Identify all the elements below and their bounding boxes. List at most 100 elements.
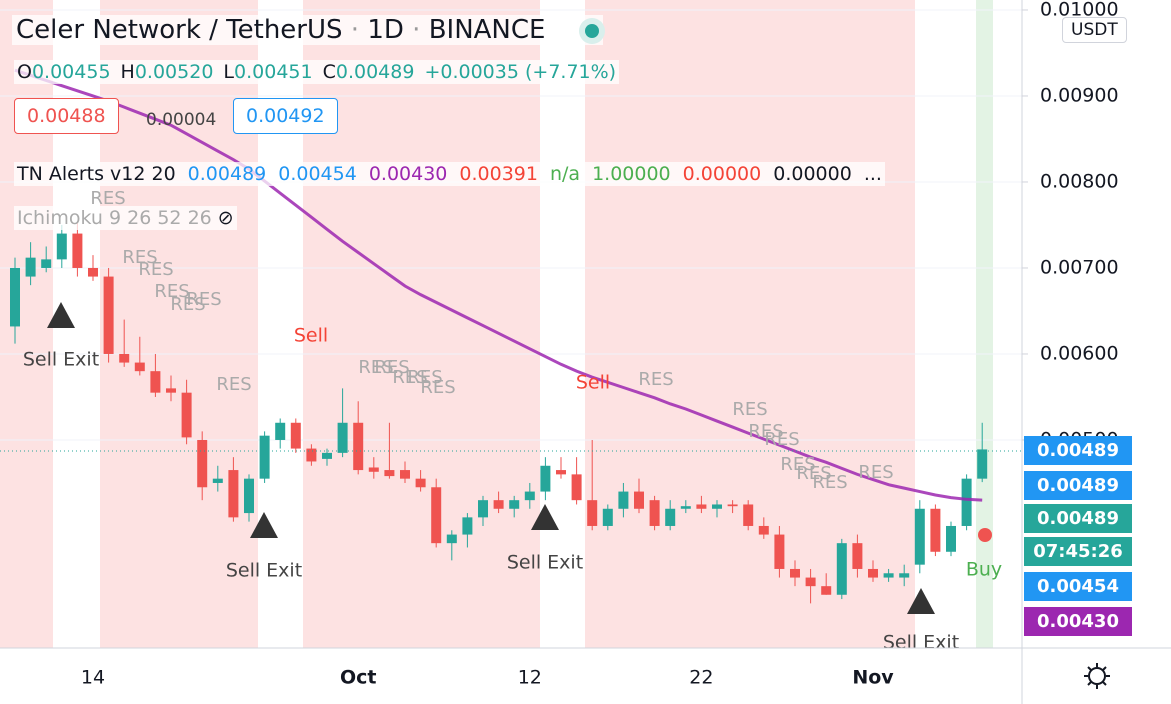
candle-body [805, 577, 816, 587]
candle-body [727, 504, 738, 507]
candle-body [306, 448, 317, 462]
indicator-value: 0.00000 [773, 163, 852, 185]
res-label: RES [780, 454, 815, 475]
ohlc-key: H [120, 61, 135, 83]
ohlc-row: O0.00455 H0.00520 L0.00451 C0.00489 +0.00035… [14, 60, 620, 84]
candle-body [25, 257, 36, 277]
candle-body [72, 233, 83, 268]
candle-body [119, 353, 130, 363]
candle-body [665, 508, 676, 526]
candle-body [181, 392, 192, 438]
candle-body [821, 586, 832, 595]
res-label: RES [122, 247, 157, 268]
ohlc-value: 0.00451 [234, 61, 313, 83]
annotation: Sell Exit [226, 560, 302, 582]
candle-body [649, 500, 660, 526]
candle-body [680, 506, 691, 509]
candle-body [431, 487, 442, 544]
candle-body [446, 534, 457, 544]
ohlc-value: 0.00455 [31, 61, 111, 83]
candle-body [212, 478, 223, 483]
currency-button[interactable]: USDT [1062, 17, 1127, 43]
settings-icon[interactable] [1084, 663, 1110, 689]
indicator-value: ... [863, 163, 882, 185]
candle-body [883, 573, 894, 578]
annotation: Sell [576, 372, 610, 394]
candle-body [914, 508, 925, 565]
candle-body [524, 491, 535, 501]
ohlc-key: O [17, 61, 32, 83]
indicator-value: 0.00391 [459, 163, 538, 185]
candle-body [88, 267, 98, 277]
res-label: RES [796, 463, 831, 484]
x-tick-label: 22 [689, 667, 713, 689]
hidden-icon[interactable]: ⊘ [217, 207, 234, 229]
candle-body [602, 508, 613, 526]
price-tag: 0.00489 [1024, 504, 1132, 533]
candle-body [509, 500, 520, 509]
candle-body [400, 470, 410, 479]
y-tick-label: 0.01000 [1040, 0, 1119, 20]
indicator-name: Ichimoku 9 26 52 26 [17, 207, 212, 229]
price-tag: 0.00454 [1024, 572, 1132, 601]
candle-body [197, 439, 208, 488]
indicator-value: 0.00430 [368, 163, 448, 185]
candle-body [368, 467, 379, 472]
plot [10, 68, 988, 604]
ask-box[interactable]: 0.00492 [233, 98, 338, 134]
candle-body [946, 525, 956, 552]
res-label: RES [154, 281, 189, 302]
res-label: RES [812, 472, 847, 493]
candle-body [868, 568, 878, 578]
indicator-row: TN Alerts v12 20 0.00489 0.00454 0.00430 0.0… [14, 162, 885, 186]
candle-body [961, 478, 972, 526]
indicator-value: 1.00000 [592, 163, 671, 185]
res-label: RES [748, 421, 783, 442]
candle-body [56, 233, 67, 260]
indicator-value: 0.00489 [187, 163, 267, 185]
res-label: RES [407, 367, 442, 388]
candle-body [790, 568, 800, 578]
spread: 0.00004 [146, 110, 217, 130]
candle-body [478, 500, 488, 518]
candle-body [103, 276, 114, 354]
candle-body [150, 371, 161, 393]
ohlc-key: C [322, 61, 336, 83]
candle-body [337, 422, 348, 453]
candle-body [712, 504, 722, 509]
candle-body [836, 543, 847, 595]
candle-body [977, 449, 988, 479]
price-tag: 0.00430 [1024, 607, 1132, 636]
sell-exit-marker [47, 302, 75, 328]
time-axis-panel [0, 648, 1022, 704]
signal-dot [978, 528, 992, 542]
signal-zones [0, 0, 993, 648]
y-tick-label: 0.00800 [1040, 170, 1119, 192]
candle-body [41, 259, 52, 268]
ohlc-value: 0.00520 [134, 61, 214, 83]
res-label: RES [186, 289, 221, 310]
candle-body [384, 470, 395, 477]
candle-body [774, 534, 785, 569]
candle-body [930, 508, 941, 552]
sell-exit-marker [250, 512, 278, 538]
indicator-name: TN Alerts v12 20 [17, 163, 176, 185]
candle-body [587, 500, 598, 526]
symbol-header: Celer Network / TetherUS · 1D · BINANCE [12, 15, 604, 45]
candle-body [322, 452, 332, 459]
x-tick-label: Nov [852, 667, 894, 689]
candle-body [852, 543, 863, 569]
candle-body [228, 470, 239, 518]
res-label: RES [392, 367, 427, 388]
y-tick-label: 0.00600 [1040, 342, 1119, 364]
bid-box[interactable]: 0.00488 [14, 98, 119, 134]
sell-exit-marker [531, 504, 559, 530]
candle-body [634, 491, 644, 509]
res-label: RES [358, 357, 393, 378]
annotation: Sell Exit [23, 349, 99, 371]
candle-body [415, 478, 426, 488]
candle-body [462, 517, 473, 535]
res-label: RES [90, 188, 125, 209]
annotation: Sell [294, 325, 328, 347]
